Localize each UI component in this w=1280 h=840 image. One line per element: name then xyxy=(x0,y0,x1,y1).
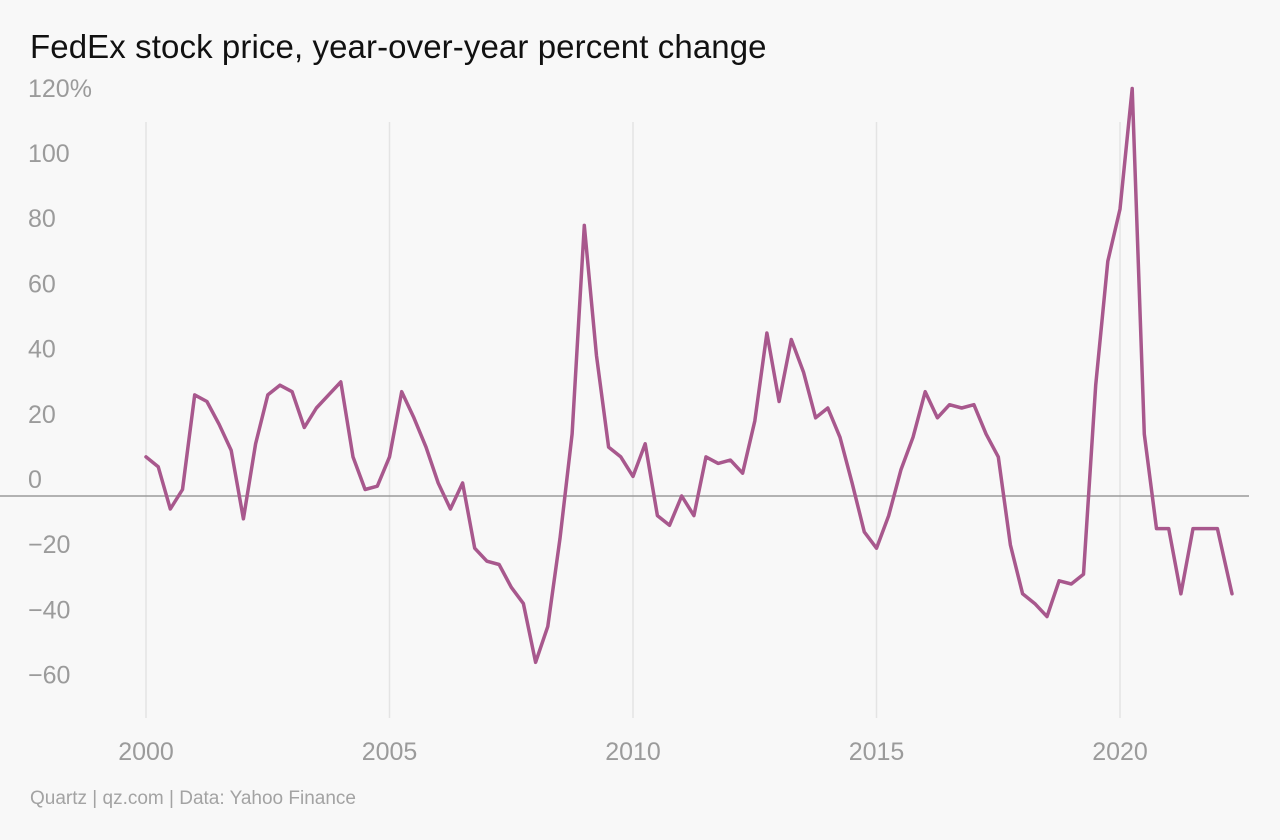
y-tick-label: 120% xyxy=(28,75,92,103)
y-tick-label: 40 xyxy=(28,336,56,364)
y-tick-label: 100 xyxy=(28,140,70,168)
y-tick-label: 0 xyxy=(28,466,42,494)
y-tick-label: 80 xyxy=(28,205,56,233)
x-tick-label: 2005 xyxy=(362,738,418,766)
y-tick-label: 20 xyxy=(28,401,56,429)
y-tick-label: −60 xyxy=(28,662,70,690)
x-tick-label: 2020 xyxy=(1092,738,1148,766)
y-tick-label: −40 xyxy=(28,596,70,624)
x-tick-label: 2010 xyxy=(605,738,661,766)
series-line xyxy=(144,86,1234,665)
y-tick-label: 60 xyxy=(28,270,56,298)
x-tick-label: 2000 xyxy=(118,738,174,766)
y-tick-label: −20 xyxy=(28,531,70,559)
source-note: Quartz | qz.com | Data: Yahoo Finance xyxy=(30,788,356,809)
x-tick-label: 2015 xyxy=(849,738,905,766)
chart-title: FedEx stock price, year-over-year percen… xyxy=(30,28,767,65)
